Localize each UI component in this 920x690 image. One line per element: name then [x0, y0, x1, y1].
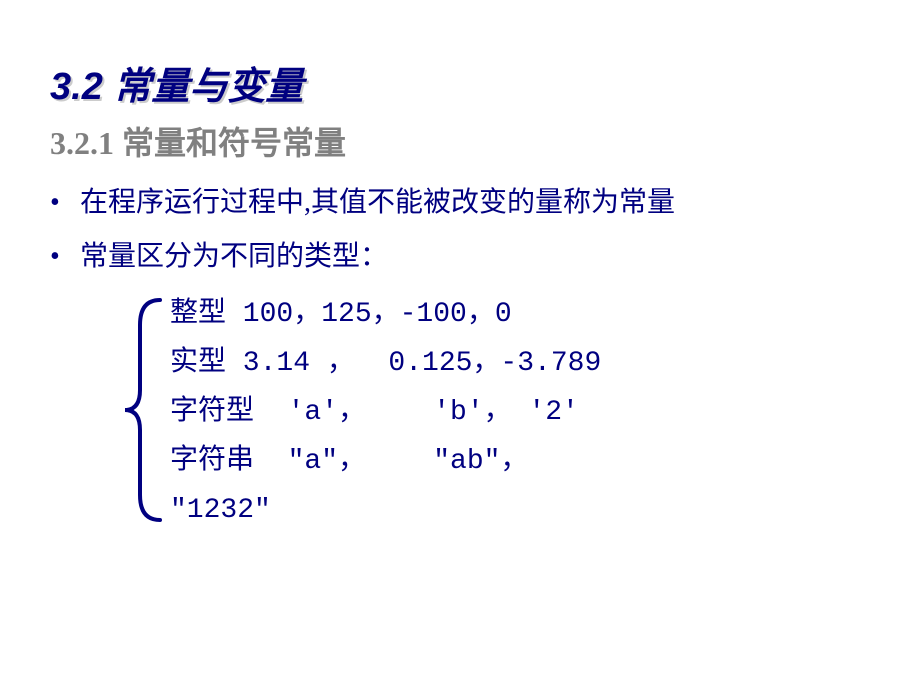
bullet-item: 常量区分为不同的类型：	[50, 236, 880, 278]
slide-content: 3.2 常量与变量 3.2.1 常量和符号常量 在程序运行过程中,其值不能被改变…	[0, 0, 920, 575]
bullet-item: 在程序运行过程中,其值不能被改变的量称为常量	[50, 182, 880, 224]
types-block: 整型 100，125，-100，0 实型 3.14 ， 0.125，-3.789…	[170, 290, 880, 535]
type-integer: 整型 100，125，-100，0	[170, 290, 880, 339]
type-char: 字符型 'a'， 'b'， '2'	[170, 388, 880, 437]
type-string-cont: "1232"	[170, 486, 880, 535]
type-string: 字符串 "a"， "ab"，	[170, 437, 880, 486]
subsection-title: 3.2.1 常量和符号常量	[50, 118, 880, 164]
curly-brace-icon	[120, 295, 170, 525]
bullet-list: 在程序运行过程中,其值不能被改变的量称为常量 常量区分为不同的类型：	[50, 182, 880, 278]
type-real: 实型 3.14 ， 0.125，-3.789	[170, 339, 880, 388]
section-title: 3.2 常量与变量	[50, 55, 880, 110]
